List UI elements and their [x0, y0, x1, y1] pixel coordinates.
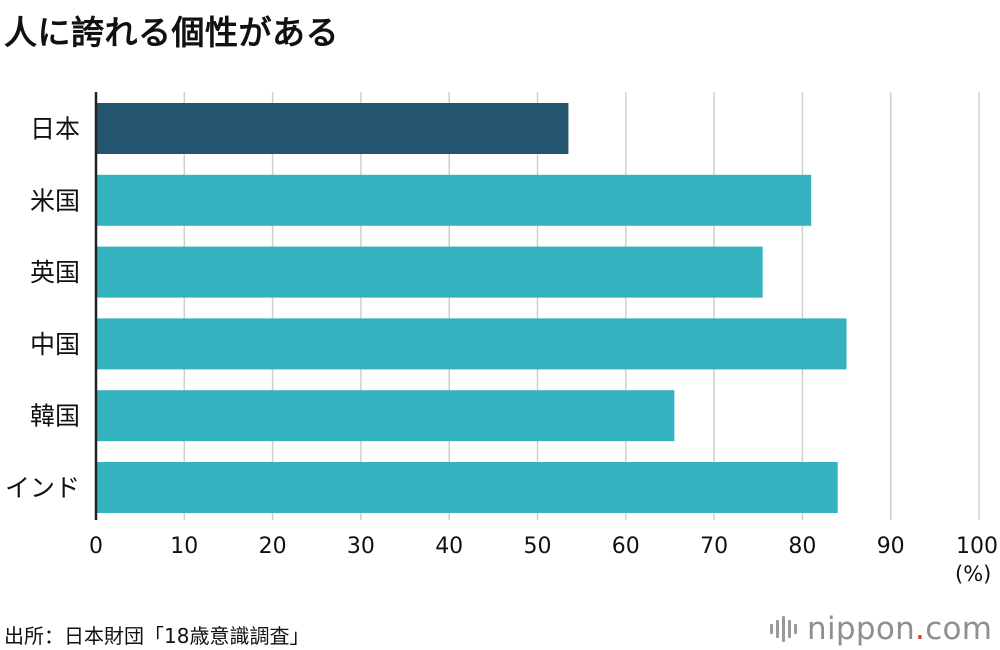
x-tick-label: 70 [700, 534, 728, 559]
category-label: インド [5, 474, 80, 503]
bar-1 [96, 174, 812, 226]
x-axis-unit: (%) [955, 562, 992, 586]
category-label: 英国 [30, 258, 80, 287]
logo-name: nippon [807, 611, 916, 647]
x-tick-label: 100 [956, 534, 998, 559]
x-tick-label: 10 [170, 534, 198, 559]
bar-3 [96, 318, 847, 370]
x-tick-label: 50 [524, 534, 552, 559]
logo-suffix: com [925, 611, 993, 647]
category-label: 日本 [30, 115, 80, 144]
nippon-logo: nippon.com [770, 611, 992, 647]
category-label: 韓国 [30, 402, 80, 431]
category-label: 米国 [30, 186, 80, 215]
bar-0 [96, 103, 569, 154]
bar-4 [96, 390, 675, 442]
bar-2 [96, 246, 763, 298]
category-label: 中国 [30, 330, 80, 359]
x-tick-label: 60 [612, 534, 640, 559]
x-tick-label: 30 [347, 534, 375, 559]
source-note: 出所：日本財団「18歳意識調査」 [4, 624, 310, 648]
x-tick-label: 0 [89, 534, 103, 559]
x-tick-label: 90 [877, 534, 905, 559]
x-tick-label: 80 [788, 534, 816, 559]
x-tick-label: 40 [435, 534, 463, 559]
logo-dot: . [915, 611, 926, 647]
x-tick-label: 20 [259, 534, 287, 559]
nippon-logo-icon [770, 616, 797, 642]
bar-5 [96, 462, 838, 513]
chart-title: 人に誇れる個性がある [4, 13, 339, 52]
nippon-logo-text: nippon.com [807, 611, 992, 647]
